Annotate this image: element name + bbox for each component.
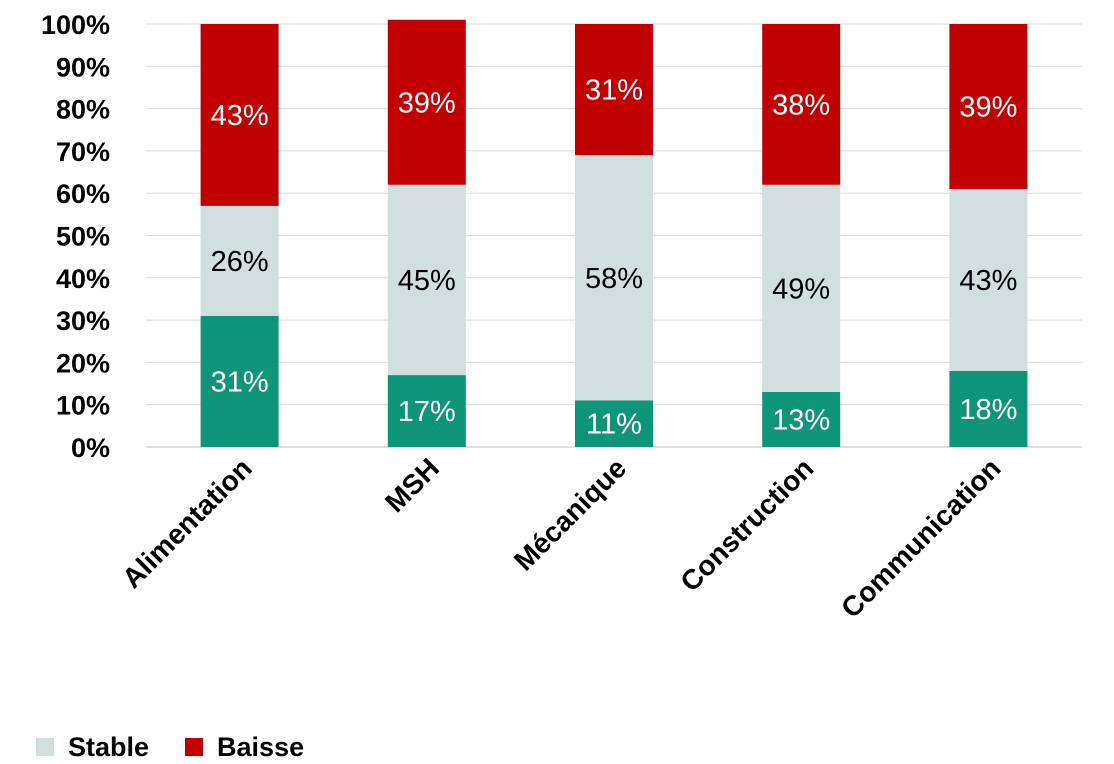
y-tick-label: 60% bbox=[56, 179, 110, 209]
data-label: 18% bbox=[959, 394, 1017, 426]
bar-segment bbox=[762, 184, 841, 393]
y-tick-label: 70% bbox=[56, 137, 110, 167]
bar-segment bbox=[762, 392, 841, 447]
data-label: 11% bbox=[586, 409, 642, 441]
bar-segment bbox=[949, 24, 1028, 189]
bar-segment bbox=[949, 370, 1028, 447]
data-label: 31% bbox=[211, 366, 269, 398]
bar-segment bbox=[575, 400, 653, 447]
data-label: 39% bbox=[959, 91, 1017, 123]
x-category-label: Mécanique bbox=[508, 452, 632, 576]
bar-segment bbox=[387, 19, 466, 185]
legend-item-baisse: Baisse bbox=[185, 732, 304, 763]
y-tick-label: 10% bbox=[56, 391, 110, 421]
x-category-label: MSH bbox=[379, 452, 445, 518]
data-labels: 31% 26% 43% 17% 45% 39% 11% 58% 31% 13% 49% 38% 18% 4… bbox=[211, 75, 1018, 441]
y-tick-label: 20% bbox=[56, 348, 110, 378]
x-axis-categories: Alimentation MSH Mécanique Construction Comm… bbox=[116, 452, 1007, 624]
bar-segment bbox=[387, 184, 466, 376]
bars bbox=[200, 19, 1028, 447]
y-tick-label: 90% bbox=[56, 52, 110, 82]
data-label: 58% bbox=[585, 263, 643, 295]
x-category-label: Communication bbox=[835, 452, 1007, 624]
x-category-label: Construction bbox=[674, 452, 819, 597]
bar-segment bbox=[200, 315, 279, 447]
y-axis-ticks: 0% 10% 20% 30% 40% 50% 60% 70% 80% 90% 100% bbox=[41, 10, 110, 463]
data-label: 31% bbox=[585, 75, 643, 107]
data-label: 45% bbox=[398, 265, 456, 297]
y-tick-label: 0% bbox=[71, 433, 110, 463]
bar-segment bbox=[949, 188, 1028, 371]
legend-swatch-baisse bbox=[185, 738, 204, 756]
y-tick-label: 40% bbox=[56, 264, 110, 294]
data-label: 43% bbox=[211, 100, 269, 132]
bar-segment bbox=[200, 205, 279, 316]
y-tick-label: 100% bbox=[41, 10, 110, 40]
data-label: 39% bbox=[398, 87, 456, 119]
data-label: 26% bbox=[211, 246, 269, 278]
data-label: 38% bbox=[772, 89, 830, 121]
legend-swatch-stable bbox=[36, 738, 54, 756]
data-label: 49% bbox=[772, 273, 830, 305]
data-label: 17% bbox=[398, 396, 456, 428]
data-label: 43% bbox=[959, 265, 1017, 297]
legend-label-baisse: Baisse bbox=[217, 731, 305, 762]
data-label: 13% bbox=[772, 405, 830, 437]
bar-segment bbox=[387, 375, 466, 447]
legend: Stable Baisse bbox=[36, 730, 340, 764]
legend-label-stable: Stable bbox=[68, 731, 150, 762]
legend-item-stable: Stable bbox=[36, 732, 149, 763]
bar-segment bbox=[575, 155, 653, 401]
y-tick-label: 50% bbox=[56, 222, 110, 252]
y-tick-label: 30% bbox=[56, 306, 110, 336]
x-category-label: Alimentation bbox=[116, 452, 258, 594]
bar-segment bbox=[575, 24, 653, 156]
bar-segment bbox=[200, 24, 279, 206]
y-tick-label: 80% bbox=[56, 95, 110, 125]
bar-segment bbox=[762, 24, 841, 185]
